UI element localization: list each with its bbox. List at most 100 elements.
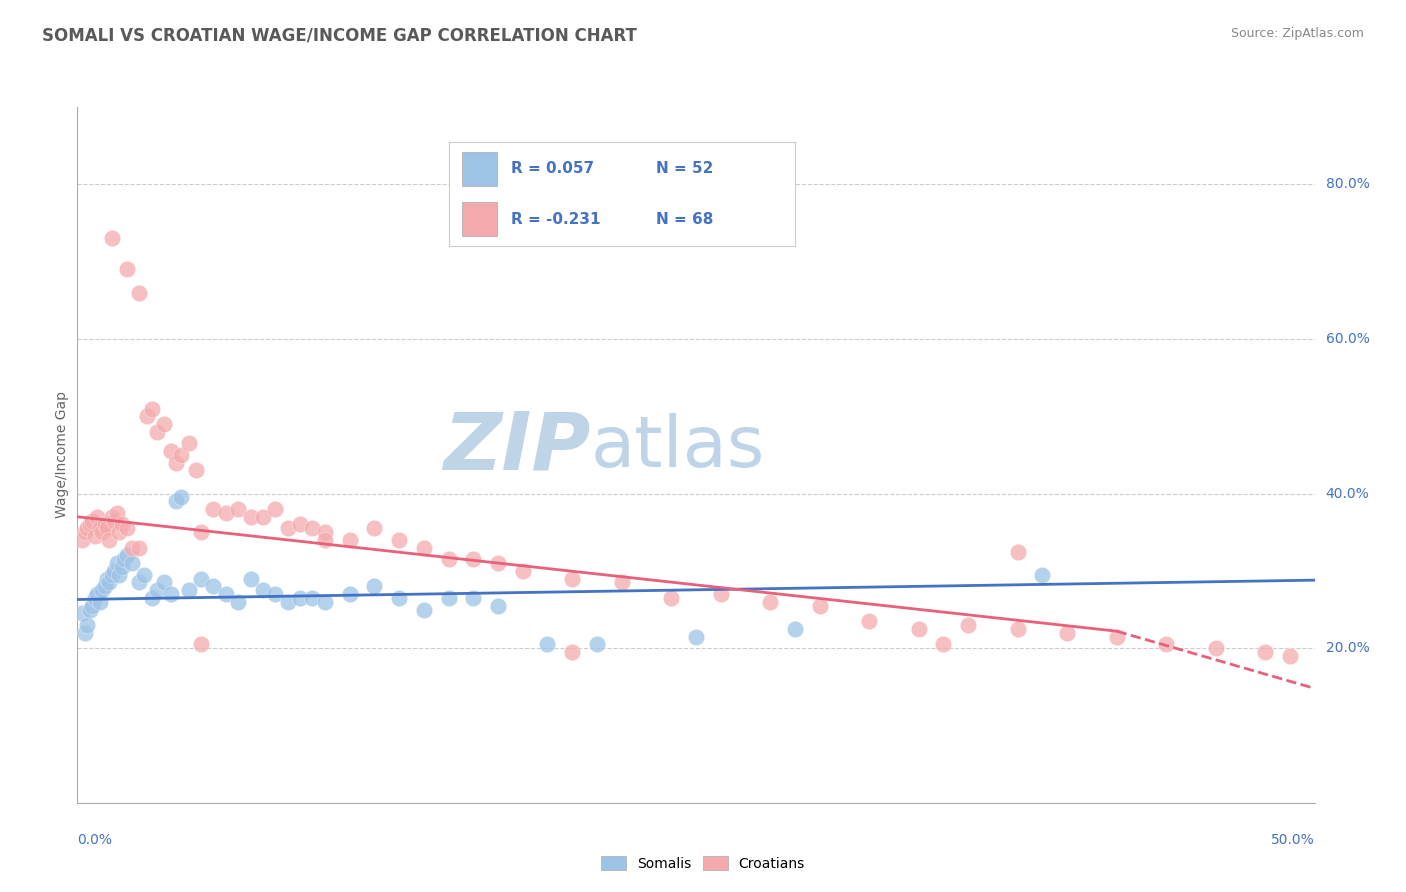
Point (128, 285, 150, 300)
Point (76, 618, 98, 632)
Point (659, 591, 682, 605)
Point (512, 564, 534, 578)
Point (314, 525, 336, 540)
Point (710, 587, 733, 601)
Point (89, 595, 111, 609)
Point (388, 591, 411, 605)
Point (98, 575, 121, 590)
Point (264, 502, 287, 516)
Point (586, 637, 609, 651)
Point (170, 448, 193, 462)
Point (1205, 641, 1227, 656)
Text: ZIP: ZIP (443, 409, 591, 487)
Point (115, 262, 138, 277)
Point (561, 645, 583, 659)
Point (96, 572, 118, 586)
Point (98, 533, 121, 547)
Point (108, 525, 131, 540)
Point (288, 517, 311, 532)
Point (115, 521, 138, 535)
Point (141, 591, 163, 605)
Point (76, 521, 98, 535)
Point (277, 595, 299, 609)
Point (103, 564, 125, 578)
Point (91, 583, 114, 598)
Point (808, 599, 831, 613)
Point (610, 575, 633, 590)
Point (177, 583, 200, 598)
Point (1007, 622, 1029, 636)
Legend: Somalis, Croatians: Somalis, Croatians (596, 850, 810, 876)
Point (783, 622, 806, 636)
Point (73, 525, 96, 540)
Point (128, 541, 150, 555)
Point (145, 583, 167, 598)
Point (858, 614, 880, 628)
Point (115, 549, 138, 563)
Point (79, 602, 101, 616)
Point (685, 630, 707, 644)
Point (463, 591, 485, 605)
Point (165, 456, 187, 470)
Point (177, 436, 200, 450)
Text: atlas: atlas (591, 414, 765, 483)
Point (363, 521, 385, 535)
Point (252, 509, 274, 524)
Point (89, 521, 111, 535)
Point (314, 533, 336, 547)
Point (314, 595, 336, 609)
Point (111, 560, 134, 574)
Point (101, 567, 124, 582)
Point (339, 533, 361, 547)
Point (536, 637, 558, 651)
Point (957, 618, 980, 632)
Point (215, 587, 238, 601)
Point (105, 556, 128, 570)
Point (128, 575, 150, 590)
Point (437, 552, 460, 566)
Y-axis label: Wage/Income Gap: Wage/Income Gap (55, 392, 69, 518)
Point (93, 517, 115, 532)
Point (277, 521, 299, 535)
Point (160, 444, 183, 458)
Point (72, 607, 94, 621)
Point (103, 514, 125, 528)
Point (165, 494, 187, 508)
Point (121, 541, 143, 555)
Point (153, 575, 176, 590)
Point (83, 529, 105, 543)
Point (463, 552, 485, 566)
Point (437, 591, 460, 605)
Point (288, 591, 311, 605)
Text: 40.0%: 40.0% (1326, 486, 1369, 500)
Point (363, 579, 385, 593)
Point (134, 567, 156, 582)
Point (339, 587, 361, 601)
Point (1031, 567, 1053, 582)
Point (83, 591, 105, 605)
Point (1007, 544, 1029, 558)
Point (239, 572, 262, 586)
Point (226, 595, 249, 609)
Point (79, 517, 101, 532)
Point (1254, 645, 1277, 659)
Point (190, 637, 212, 651)
Point (486, 556, 509, 570)
Point (184, 463, 207, 477)
Text: SOMALI VS CROATIAN WAGE/INCOME GAP CORRELATION CHART: SOMALI VS CROATIAN WAGE/INCOME GAP CORRE… (42, 27, 637, 45)
Point (759, 595, 782, 609)
Point (73, 625, 96, 640)
Point (1278, 648, 1301, 663)
Point (486, 599, 509, 613)
Point (72, 533, 94, 547)
Point (202, 502, 225, 516)
Point (252, 583, 274, 598)
Point (226, 502, 249, 516)
Point (264, 587, 287, 601)
Text: 60.0%: 60.0% (1326, 332, 1369, 346)
Point (1056, 625, 1078, 640)
Point (135, 409, 157, 424)
Point (932, 637, 955, 651)
Text: 0.0%: 0.0% (77, 833, 112, 847)
Point (190, 572, 212, 586)
